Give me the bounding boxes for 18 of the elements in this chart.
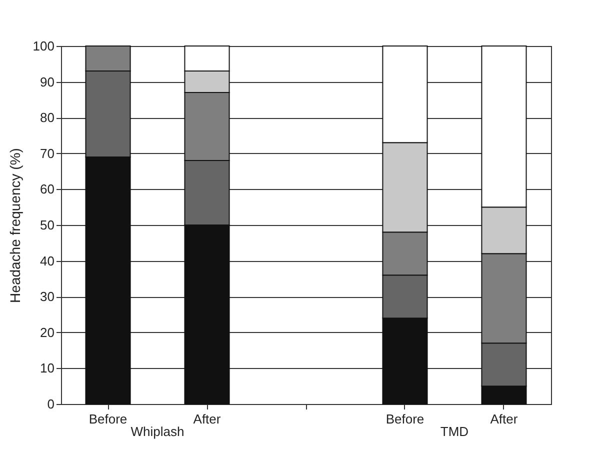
text: TMD [440, 424, 469, 439]
y-tick-label: 60 [40, 182, 54, 197]
x-tick-label: After [490, 412, 518, 426]
text: Whiplash [130, 424, 184, 439]
x-tick-label: Before [88, 412, 128, 426]
y-tick-label: 0 [47, 396, 54, 412]
y-tick-label: 10 [40, 360, 54, 376]
y-tick-label: 40 [40, 253, 54, 268]
y-tick-label: 20 [40, 324, 54, 340]
y-tick-label: 70 [40, 146, 54, 161]
y-tick-label: 50 [40, 218, 54, 232]
x-tick-label: After [193, 412, 222, 426]
y-tick-label: 100 [32, 38, 54, 54]
y-tick-label: 90 [40, 74, 54, 90]
x-tick-label: Before [386, 412, 424, 426]
y-tick-label: 30 [40, 289, 54, 304]
y-axis-title: Headache frequency (%) [6, 148, 23, 303]
y-tick-label: 80 [40, 110, 54, 126]
